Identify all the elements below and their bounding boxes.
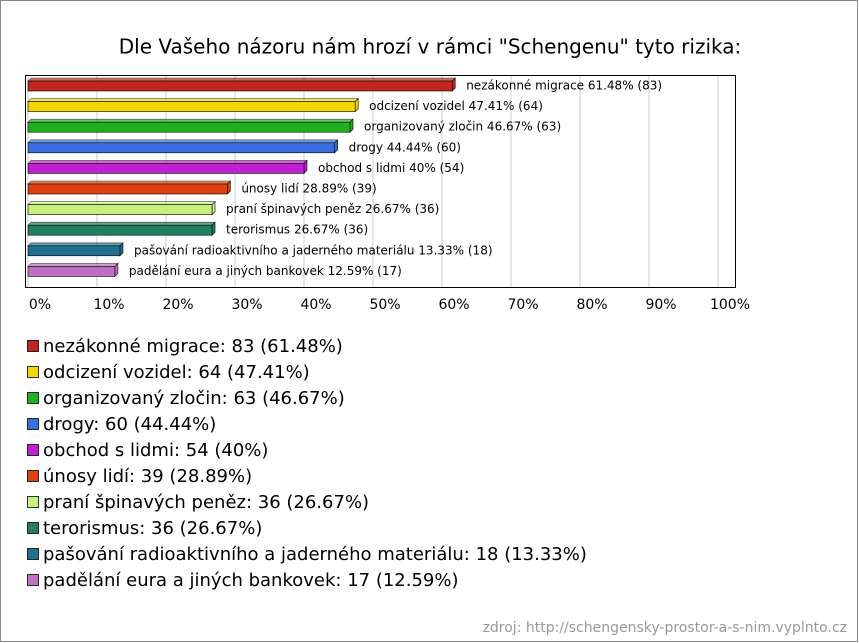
legend-swatch [27,470,39,482]
legend-swatch [27,574,39,586]
x-tick-label: 80% [576,297,607,313]
x-tick-label: 30% [231,297,262,313]
legend-label: nezákonné migrace: 83 (61.48%) [43,336,343,357]
bar-top [27,180,232,185]
legend-swatch [27,548,39,560]
value-label: odcizení vozidel 47.41% (64) [369,99,543,113]
bar [27,204,213,215]
source: zdroj: http://schengensky-prostor-a-s-ni… [483,620,847,636]
legend-swatch [27,392,39,404]
bar-top [27,98,359,102]
bar [27,121,351,133]
legend-label: organizovaný zločin: 63 (46.67%) [43,388,345,409]
bar [27,163,305,174]
bar-top [27,77,456,82]
legend-label: odcizení vozidel: 64 (47.41%) [43,362,310,383]
bar [27,142,335,154]
bar-top [27,160,308,164]
legend-swatch [27,366,39,378]
value-label: terorismus 26.67% (36) [226,223,368,237]
value-label: praní špinavých peněz 26.67% (36) [226,202,439,216]
legend-swatch [27,418,39,430]
x-tick-label: 60% [438,297,469,313]
value-label: nezákonné migrace 61.48% (83) [466,79,662,93]
bar-top [27,263,119,267]
x-tick-label: 50% [369,297,400,313]
legend-label: pašování radioaktivního a jaderného mate… [43,544,587,565]
legend-label: praní špinavých peněz: 36 (26.67%) [43,492,369,513]
bar-top [27,139,339,144]
value-label: padělání eura a jiných bankovek 12.59% (… [129,264,402,278]
bar [27,224,213,236]
bar [27,183,228,195]
legend-swatch [27,522,39,534]
bar [27,245,121,257]
bar [27,266,116,277]
x-tick-label: 70% [507,297,538,313]
legend-label: únosy lidí: 39 (28.89%) [43,466,252,487]
bar-top [27,242,124,247]
x-tick-label: 0% [29,297,51,313]
legend-label: obchod s lidmi: 54 (40%) [43,440,268,461]
value-label: drogy 44.44% (60) [349,140,461,154]
legend-swatch [27,340,39,352]
legend-swatch [27,496,39,508]
bar-top [27,118,354,123]
bar-top [27,221,216,226]
value-label: organizovaný zločin 46.67% (63) [364,120,561,134]
bar [27,101,356,112]
bar-top [27,201,216,205]
legend-label: drogy: 60 (44.44%) [43,414,216,435]
bar [27,80,453,92]
x-tick-label: 10% [93,297,124,313]
x-tick-label: 40% [300,297,331,313]
chart-title: Dle Vašeho názoru nám hrozí v rámci "Sch… [119,35,742,59]
x-tick-label: 100% [710,297,750,313]
value-label: obchod s lidmi 40% (54) [318,161,464,175]
x-tick-label: 20% [162,297,193,313]
legend-label: terorismus: 36 (26.67%) [43,518,262,539]
value-label: únosy lidí 28.89% (39) [241,182,376,196]
legend-label: padělání eura a jiných bankovek: 17 (12.… [43,570,459,591]
x-tick-label: 90% [645,297,676,313]
value-label: pašování radioaktivního a jaderného mate… [134,243,493,257]
legend-swatch [27,444,39,456]
